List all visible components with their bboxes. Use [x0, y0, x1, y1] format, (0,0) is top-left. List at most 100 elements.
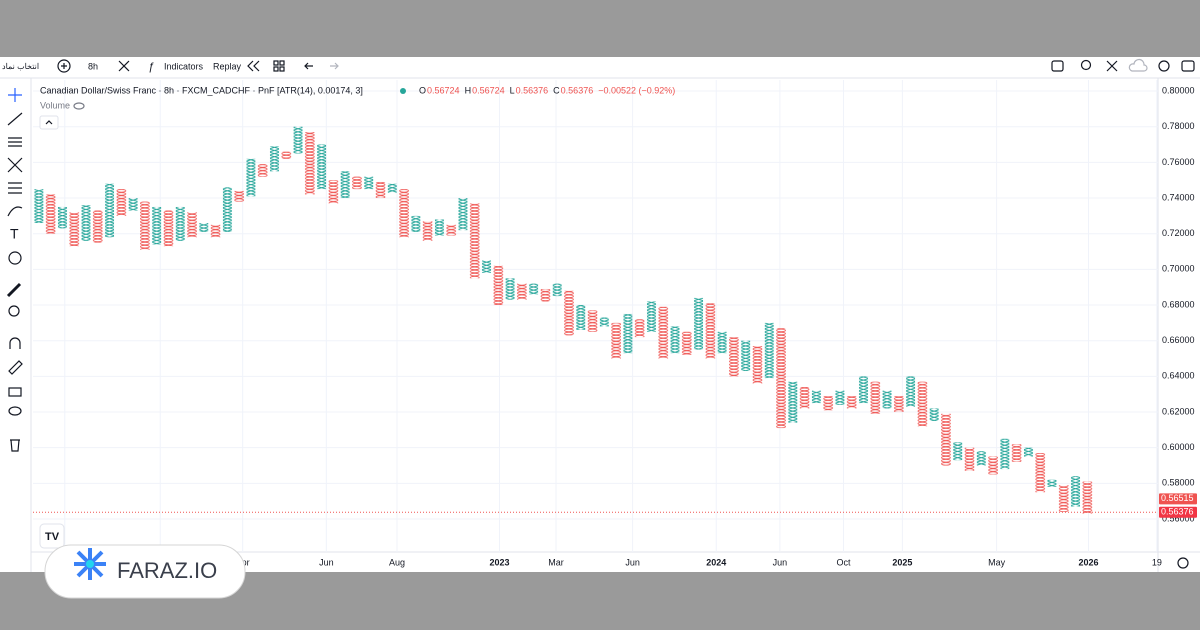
volume-label: Volume [40, 100, 70, 110]
o-column [845, 395, 858, 409]
x-column [33, 189, 45, 224]
delete-tool[interactable] [10, 439, 20, 452]
change-value: −0.00522 (−0.92%) [598, 85, 675, 95]
collapse-button[interactable] [39, 115, 59, 130]
o-column [468, 203, 481, 279]
x-column [598, 317, 611, 327]
visibility-tool[interactable] [8, 406, 22, 416]
add-symbol-icon[interactable] [57, 59, 71, 73]
ohlc-label: O [419, 85, 426, 95]
o-column [162, 210, 175, 247]
pattern-tool[interactable] [7, 157, 23, 173]
replay-button[interactable]: Replay [213, 61, 242, 71]
layout-icon [279, 60, 285, 66]
text-tool[interactable]: T [10, 226, 19, 242]
x-tick-label: Oct [836, 557, 851, 567]
x-tick-label: Mar [548, 557, 564, 567]
interval-button[interactable]: 8h [88, 61, 98, 71]
y-tick-label: 0.80000 [1162, 85, 1195, 95]
x-column [480, 260, 493, 273]
x-column [739, 340, 752, 372]
redo-icon[interactable] [330, 62, 339, 70]
magnet-tool[interactable] [9, 337, 21, 349]
ohlc-value: 0.56724 [427, 85, 460, 95]
o-column [704, 303, 717, 359]
o-column [586, 310, 599, 332]
y-tick-label: 0.56000 [1162, 513, 1195, 523]
indicators-button[interactable]: Indicators [164, 61, 204, 71]
ohlc-label: H [465, 85, 472, 95]
x-column [951, 442, 964, 461]
o-column [1034, 453, 1047, 493]
x-tick-label: Jun [625, 557, 640, 567]
o-column [963, 447, 976, 471]
price-label-box [1159, 493, 1197, 505]
x-column [622, 313, 634, 354]
expand-icon[interactable] [1106, 60, 1118, 72]
x-column [975, 451, 988, 466]
o-column [303, 132, 316, 195]
o-column [775, 328, 787, 429]
x-column [197, 223, 210, 232]
fullscreen-icon[interactable] [1051, 60, 1064, 72]
x-column [928, 408, 941, 421]
x-column [786, 381, 799, 423]
cloud-icon[interactable] [1128, 58, 1148, 72]
chart-type-icon[interactable] [118, 60, 130, 72]
ohlc-legend: O 0.56724 H 0.56724 L 0.56376 C 0.56376 [419, 85, 593, 95]
o-column [280, 151, 293, 159]
x-tick-label: 19 [1152, 557, 1162, 567]
o-column [751, 346, 764, 384]
layout-icon[interactable] [273, 60, 279, 66]
x-column [103, 183, 116, 238]
fib-tool[interactable] [8, 137, 22, 147]
crosshair-tool[interactable] [8, 88, 22, 102]
y-tick-label: 0.62000 [1162, 406, 1195, 416]
camera-icon[interactable] [1181, 60, 1195, 72]
o-column [351, 176, 363, 190]
symbol-button-label[interactable]: انتخاب نماد [2, 62, 39, 71]
x-column [1046, 479, 1058, 487]
axis-settings-icon[interactable] [1177, 557, 1189, 569]
zoom-tool[interactable] [8, 305, 20, 317]
volume-eye-icon[interactable] [73, 102, 85, 110]
symbol-button[interactable] [0, 57, 44, 77]
o-column [563, 290, 575, 336]
x-tick-label: 2025 [892, 557, 912, 567]
brush-tool[interactable] [7, 206, 23, 217]
y-tick-label: 0.66000 [1162, 335, 1195, 345]
replay-icon[interactable] [247, 60, 260, 72]
o-column [610, 322, 623, 359]
o-column [539, 288, 552, 302]
tv-logo[interactable] [39, 523, 65, 549]
undo-icon[interactable] [304, 62, 313, 70]
o-column [68, 212, 81, 247]
o-column [91, 210, 104, 243]
o-column [492, 265, 505, 306]
x-tick-label: 2023 [489, 557, 509, 567]
x-tick-label: 2026 [1078, 557, 1098, 567]
y-tick-label: 0.68000 [1162, 299, 1195, 309]
indicators-icon[interactable]: ƒ [148, 61, 154, 73]
ohlc-value: 0.56376 [516, 85, 549, 95]
o-column [657, 306, 670, 359]
ruler-tool[interactable] [6, 282, 22, 298]
o-column [398, 189, 410, 238]
lock-tool[interactable] [8, 387, 22, 397]
forecast-tool[interactable] [8, 182, 22, 194]
x-tick-label: Jun [773, 557, 788, 567]
x-column [80, 205, 92, 241]
emoji-tool[interactable] [8, 251, 22, 265]
o-column [680, 331, 693, 355]
search-icon[interactable] [1080, 59, 1092, 71]
logo-icon-center [86, 560, 94, 568]
ohlc-value: 0.56724 [472, 85, 505, 95]
status-dot [400, 88, 406, 94]
y-tick-label: 0.74000 [1162, 192, 1195, 202]
x-column [834, 390, 846, 405]
draw-mode-tool[interactable] [8, 360, 23, 375]
settings-icon[interactable] [1158, 60, 1170, 72]
layout-icon [273, 66, 279, 72]
x-column [645, 301, 658, 332]
trend-line-tool[interactable] [7, 112, 23, 126]
